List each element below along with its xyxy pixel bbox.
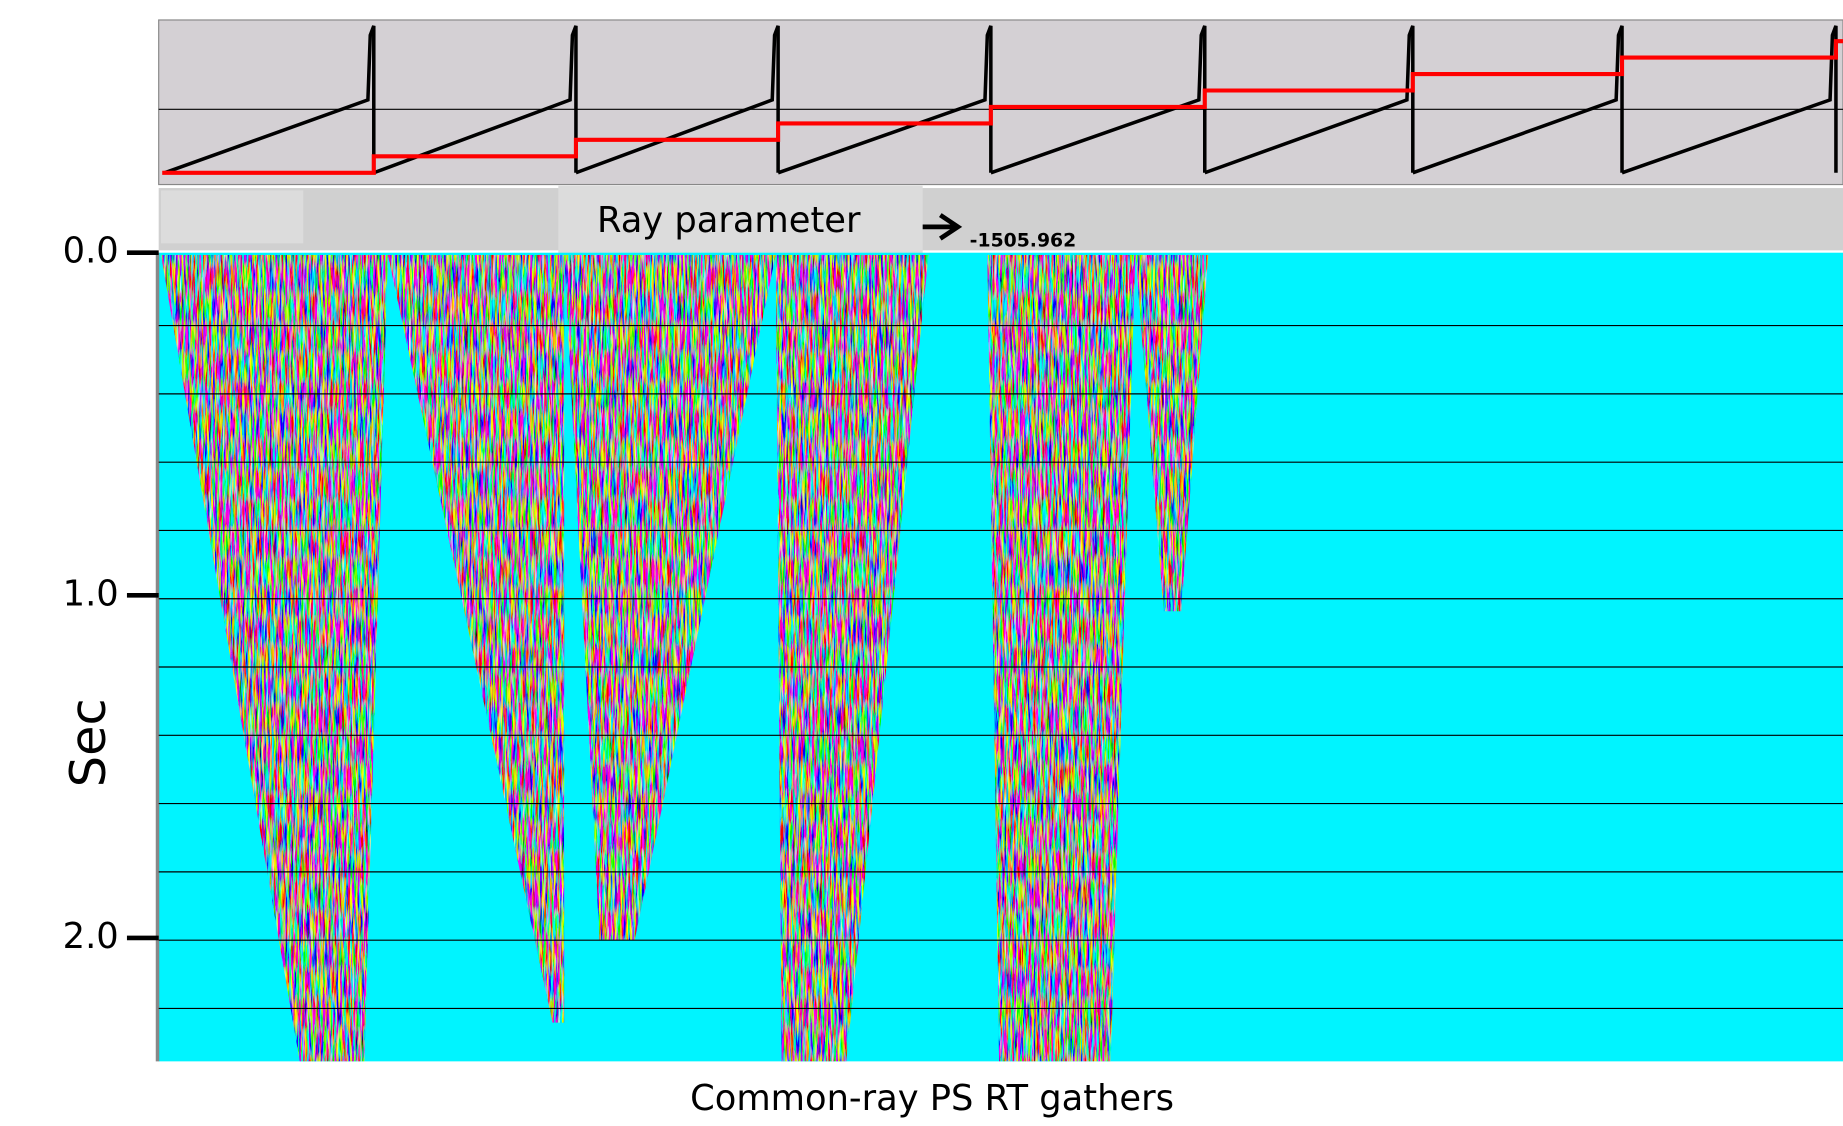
grid xyxy=(158,324,1843,1010)
header-value: -1505.962 xyxy=(970,230,1076,251)
y-tick-label: 1.0 xyxy=(63,573,119,614)
sawtooth xyxy=(162,25,1843,175)
caption: Common-ray PS RT gathers xyxy=(690,1078,1174,1119)
staircase-line xyxy=(162,39,1843,175)
header-box xyxy=(161,190,304,244)
arrow xyxy=(922,213,963,241)
label-box xyxy=(558,185,923,256)
y-axis-label: Sec xyxy=(59,698,117,787)
y-tick-label: 2.0 xyxy=(63,916,119,957)
sawtooth-line xyxy=(163,25,1838,175)
y-tick-label: 0.0 xyxy=(63,231,119,272)
header-bar xyxy=(158,188,1843,251)
y-axis: 0.0 1.0 2.0 xyxy=(63,231,159,957)
header-label: Ray parameter xyxy=(597,200,861,241)
